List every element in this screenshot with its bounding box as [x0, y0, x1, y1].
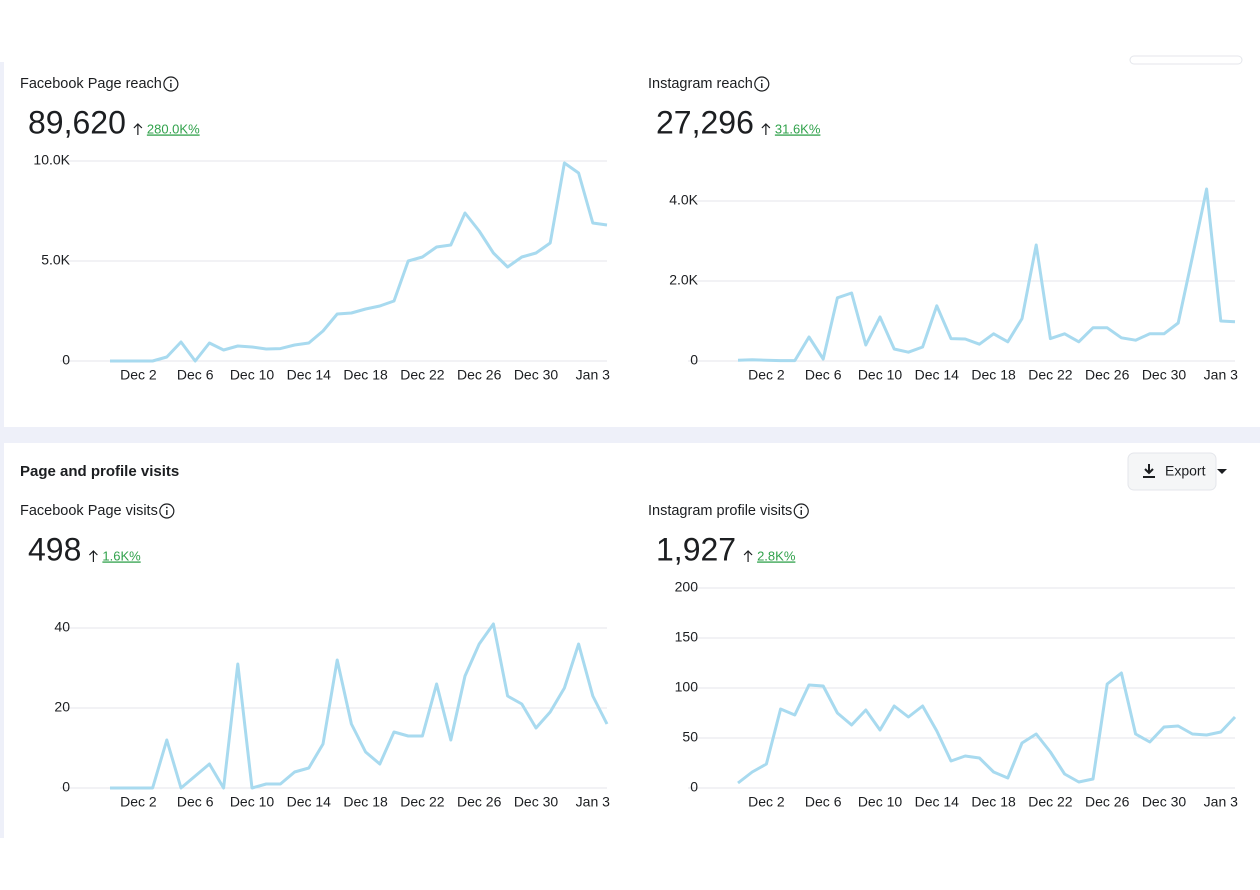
- chart-title: Instagram reach: [648, 76, 753, 92]
- change-value: 280.0K%: [147, 121, 200, 136]
- up-arrow: [133, 123, 143, 135]
- x-tick-label: Dec 14: [287, 794, 332, 810]
- x-tick-label: Dec 22: [1028, 794, 1073, 810]
- x-tick-label: Dec 26: [1085, 794, 1130, 810]
- up-arrow: [88, 550, 98, 562]
- x-tick-label: Dec 18: [343, 367, 388, 383]
- y-tick-label: 0: [690, 352, 698, 368]
- x-tick-label: Dec 6: [177, 367, 214, 383]
- x-tick-label: Dec 26: [1085, 367, 1130, 383]
- y-tick-label: 0: [62, 352, 70, 368]
- data-line: [110, 622, 609, 790]
- section-title: Page and profile visits: [20, 463, 179, 480]
- x-tick-label: Dec 30: [1142, 794, 1187, 810]
- y-tick-label: 150: [675, 629, 699, 645]
- info-icon: [793, 503, 809, 519]
- x-tick-label: Dec 18: [971, 367, 1016, 383]
- change-value: 31.6K%: [775, 121, 821, 136]
- x-tick-label: Jan 3: [576, 794, 610, 810]
- x-tick-label: Dec 2: [748, 794, 785, 810]
- x-tick-label: Dec 14: [287, 367, 332, 383]
- total-value: 498: [28, 531, 81, 567]
- y-tick-label: 0: [62, 779, 70, 795]
- x-tick-label: Dec 10: [230, 794, 275, 810]
- x-tick-label: Dec 10: [858, 794, 903, 810]
- x-tick-label: Dec 26: [457, 367, 502, 383]
- change-value: 2.8K%: [757, 548, 796, 563]
- x-tick-label: Dec 14: [915, 367, 960, 383]
- reach-card: [4, 62, 1260, 427]
- info-icon: [163, 76, 179, 92]
- x-tick-label: Dec 26: [457, 794, 502, 810]
- x-tick-label: Dec 18: [343, 794, 388, 810]
- bottom-area: [0, 838, 1260, 890]
- y-tick-label: 0: [690, 779, 698, 795]
- data-line: [737, 187, 1236, 363]
- total-value: 27,296: [656, 104, 754, 140]
- info-icon-dot: [760, 79, 763, 82]
- info-icon: [159, 503, 175, 519]
- info-icon-dot: [800, 506, 803, 509]
- x-tick-label: Dec 6: [177, 794, 214, 810]
- x-tick-label: Dec 6: [805, 794, 842, 810]
- export-button-bg[interactable]: [1127, 452, 1217, 491]
- export-button[interactable]: Export: [1127, 452, 1227, 491]
- x-tick-label: Dec 30: [514, 367, 559, 383]
- export-label[interactable]: Export: [1165, 463, 1206, 479]
- x-tick-label: Jan 3: [1204, 794, 1238, 810]
- x-tick-label: Dec 22: [400, 794, 445, 810]
- y-tick-label: 100: [675, 679, 699, 695]
- x-tick-label: Jan 3: [1204, 367, 1238, 383]
- up-arrow: [743, 550, 753, 562]
- x-tick-label: Dec 2: [120, 367, 157, 383]
- x-tick-label: Dec 30: [1142, 367, 1187, 383]
- y-tick-label: 4.0K: [669, 192, 698, 208]
- dropdown-caret: [1217, 469, 1227, 474]
- download-icon: [1143, 464, 1155, 478]
- x-tick-label: Dec 18: [971, 794, 1016, 810]
- x-tick-label: Dec 10: [230, 367, 275, 383]
- y-tick-label: 2.0K: [669, 272, 698, 288]
- chart-title: Facebook Page reach: [20, 76, 162, 92]
- y-tick-label: 40: [54, 619, 70, 635]
- chart-title: Facebook Page visits: [20, 503, 158, 519]
- up-arrow: [761, 123, 771, 135]
- info-icon-dot: [165, 506, 168, 509]
- data-line: [737, 671, 1237, 785]
- x-tick-label: Dec 22: [1028, 367, 1073, 383]
- y-tick-label: 20: [54, 699, 70, 715]
- data-line: [110, 161, 608, 363]
- y-tick-label: 10.0K: [33, 152, 70, 168]
- y-tick-label: 50: [682, 729, 698, 745]
- x-tick-label: Jan 3: [576, 367, 610, 383]
- y-tick-label: 5.0K: [41, 252, 70, 268]
- total-value: 1,927: [656, 531, 736, 567]
- total-value: 89,620: [28, 104, 126, 140]
- info-icon: [754, 76, 770, 92]
- change-value: 1.6K%: [102, 548, 141, 563]
- info-icon-dot: [169, 79, 172, 82]
- x-tick-label: Dec 6: [805, 367, 842, 383]
- y-tick-label: 200: [675, 579, 699, 595]
- chart-title: Instagram profile visits: [648, 503, 792, 519]
- partial-button[interactable]: [1129, 55, 1243, 65]
- x-tick-label: Dec 30: [514, 794, 559, 810]
- x-tick-label: Dec 2: [120, 794, 157, 810]
- x-tick-label: Dec 2: [748, 367, 785, 383]
- x-tick-label: Dec 14: [915, 794, 960, 810]
- x-tick-label: Dec 10: [858, 367, 903, 383]
- x-tick-label: Dec 22: [400, 367, 445, 383]
